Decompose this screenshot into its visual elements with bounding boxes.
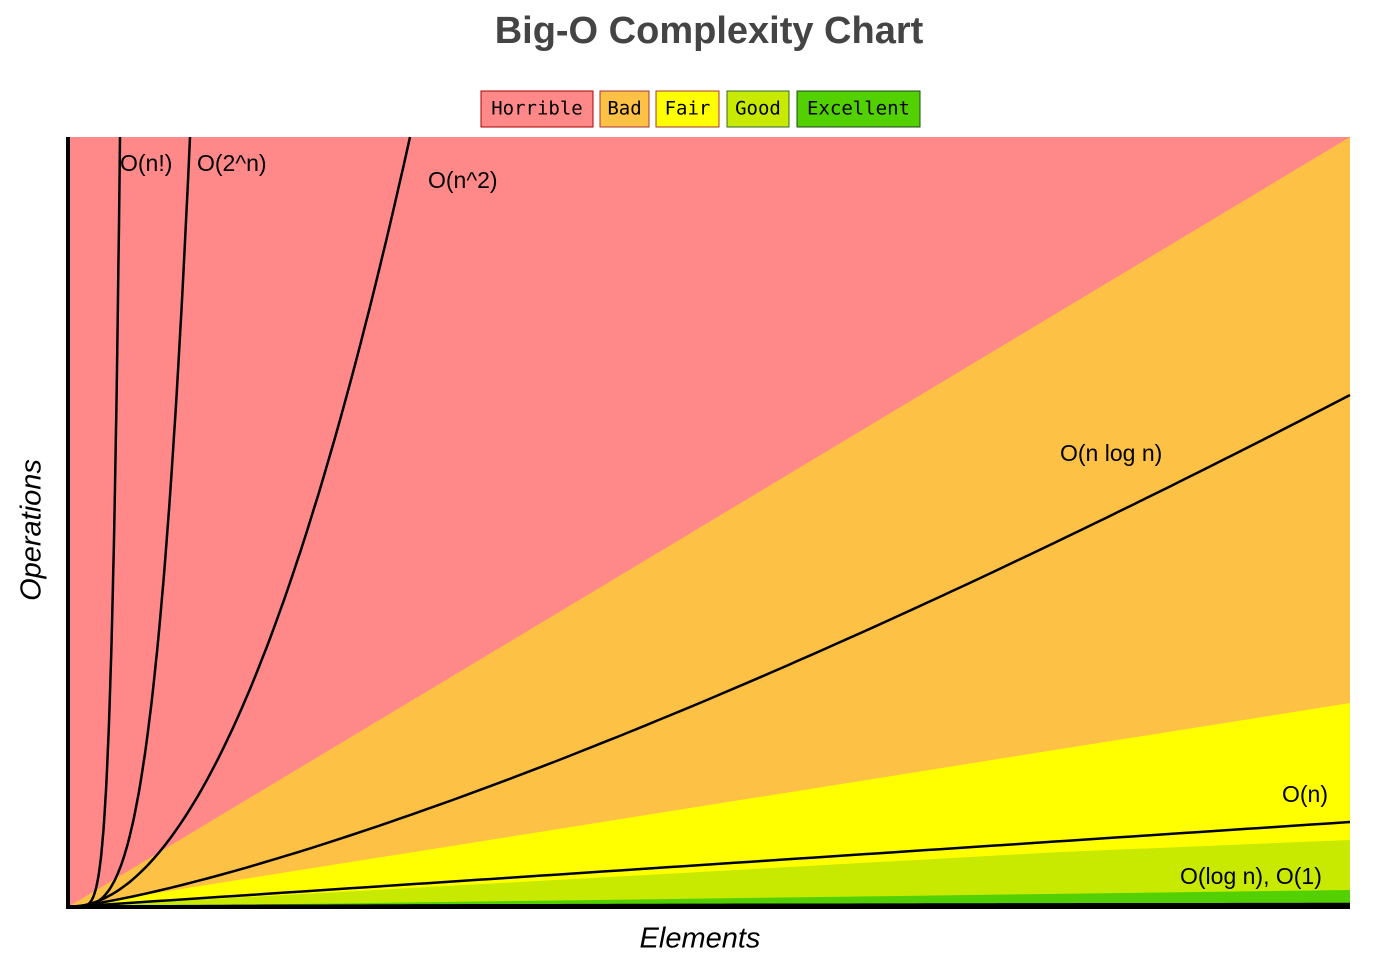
complexity-curve	[67, 136, 412, 909]
curve-label: O(n^2)	[428, 167, 498, 193]
region-good	[68, 840, 1350, 907]
y-axis-label: Operations	[16, 459, 48, 601]
complexity-curve	[67, 820, 1351, 909]
region-excellent	[68, 890, 1350, 907]
curve-label: O(n!)	[120, 150, 172, 176]
complexity-curve	[67, 393, 1351, 909]
legend-box	[655, 90, 720, 128]
region-bad	[68, 137, 1350, 907]
curve-label: O(n)	[1282, 781, 1328, 807]
legend-label: Excellent	[807, 98, 910, 120]
curve-label: O(n log n)	[1060, 440, 1162, 466]
legend-label: Good	[735, 98, 781, 120]
legend-label: Horrible	[491, 98, 583, 120]
curve-label: O(log n), O(1)	[1180, 863, 1322, 889]
legend-box	[599, 90, 650, 128]
legend-label: Fair	[665, 98, 711, 120]
legend-box	[796, 90, 921, 128]
x-axis-label: Elements	[640, 923, 761, 955]
title: Big-O Complexity Chart	[495, 10, 924, 52]
legend-box	[480, 90, 594, 128]
legend-box	[726, 90, 790, 128]
legend-label: Bad	[607, 98, 641, 120]
curve-label: O(2^n)	[197, 150, 267, 176]
